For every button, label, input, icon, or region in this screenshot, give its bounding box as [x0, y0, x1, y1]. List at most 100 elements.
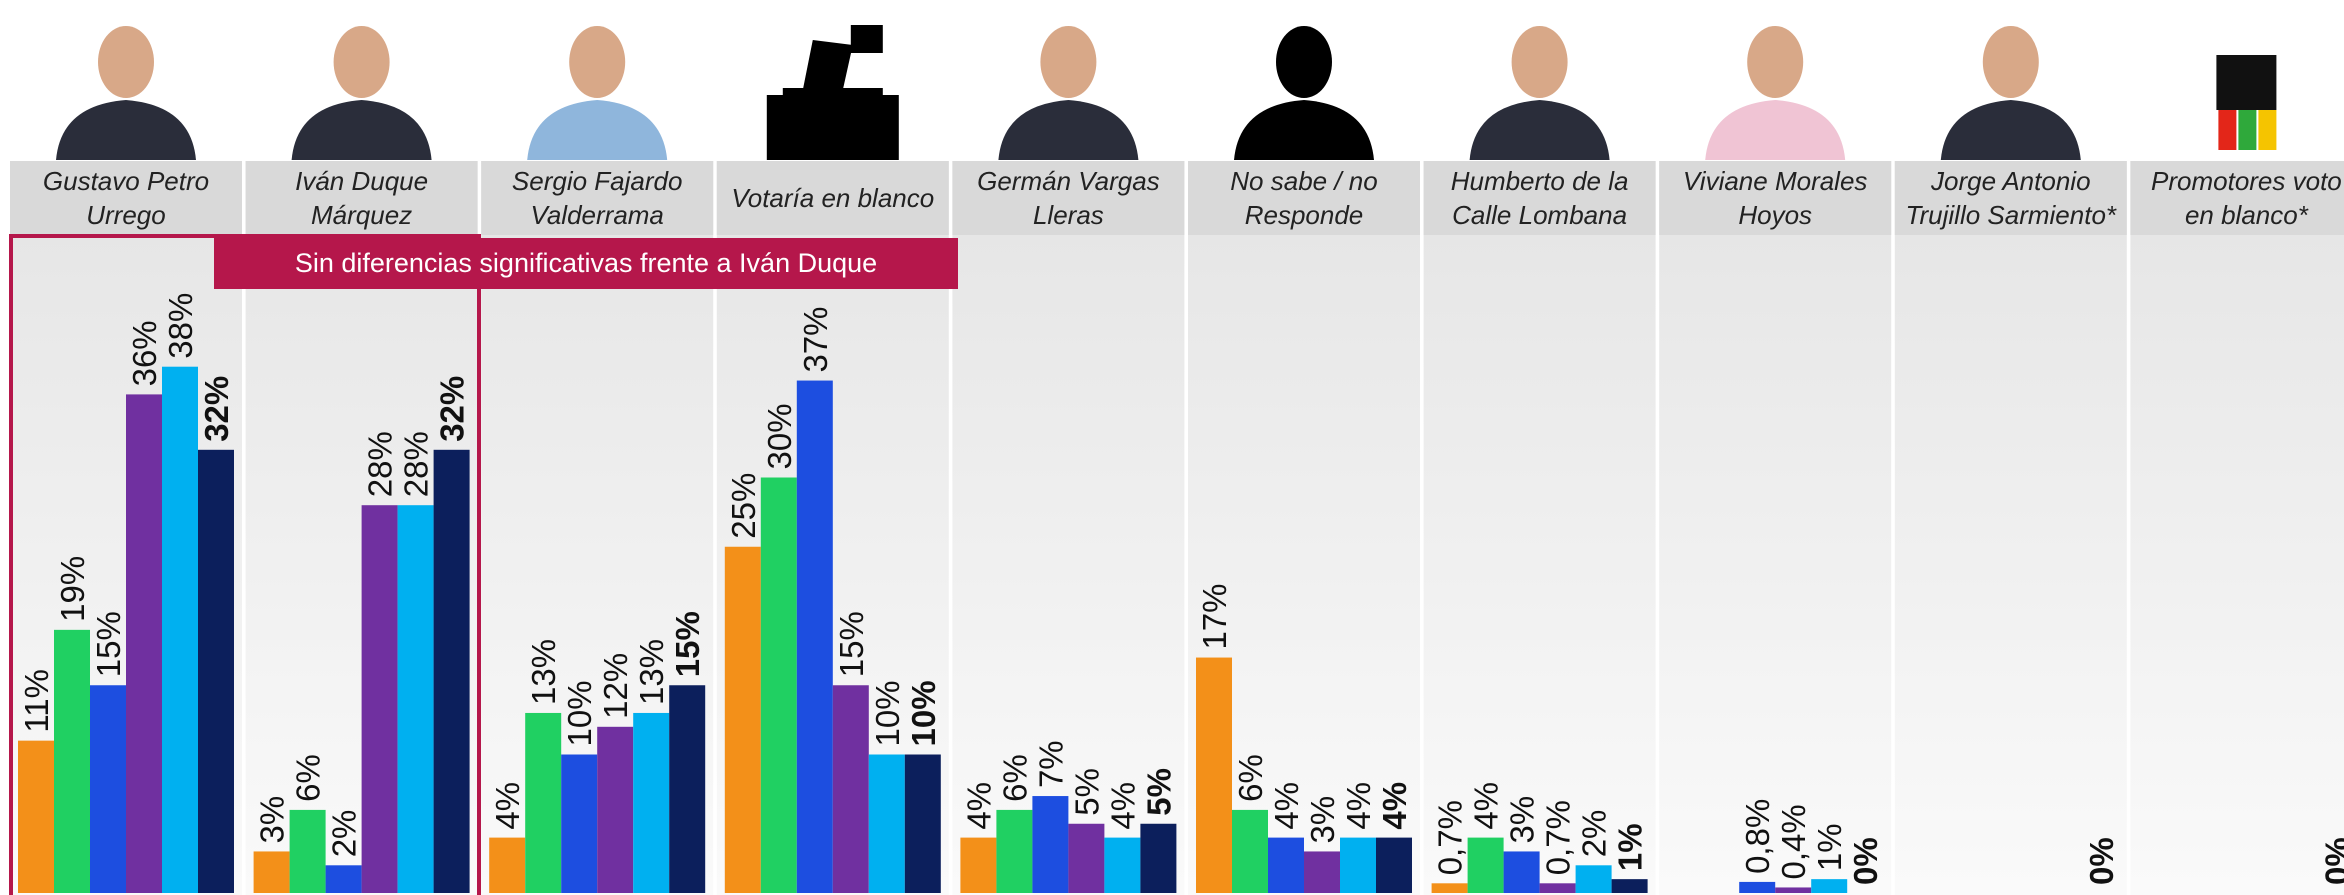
- portrait-head: [98, 26, 154, 98]
- value-label: 6%: [1232, 754, 1269, 802]
- bar: [1140, 824, 1176, 893]
- column-background: [1659, 161, 1891, 895]
- portrait-body: [1705, 100, 1845, 160]
- column-background: [1424, 161, 1656, 895]
- value-label: 32%: [434, 376, 471, 442]
- category-label: Viviane Morales Hoyos: [1659, 161, 1891, 235]
- column-background: [1895, 161, 2127, 895]
- value-label: 36%: [126, 320, 163, 386]
- value-label: 2%: [1576, 810, 1613, 858]
- category-label: Iván Duque Márquez: [246, 161, 478, 235]
- value-label: 7%: [1032, 740, 1069, 788]
- value-label: 0%: [2318, 837, 2344, 885]
- portrait-body: [527, 100, 667, 160]
- value-label: 32%: [198, 376, 235, 442]
- value-label: 4%: [489, 782, 526, 830]
- bar: [90, 685, 126, 893]
- portrait-body: [292, 100, 432, 160]
- bar: [1540, 883, 1576, 893]
- bar: [1032, 796, 1068, 893]
- bar: [162, 367, 198, 893]
- value-label: 1%: [1811, 823, 1848, 871]
- portrait-head: [569, 26, 625, 98]
- value-label: 15%: [669, 611, 706, 677]
- value-label: 4%: [1268, 782, 1305, 830]
- bar: [254, 851, 290, 893]
- bar: [489, 838, 525, 893]
- chart-svg: 11%3%4%25%4%17%0,7%19%6%13%30%6%6%4%15%2…: [0, 0, 2344, 895]
- bar: [1576, 865, 1612, 893]
- portrait-body: [56, 100, 196, 160]
- bar: [1432, 883, 1468, 893]
- value-label: 1%: [1612, 823, 1649, 871]
- value-label: 10%: [869, 680, 906, 746]
- bar: [434, 450, 470, 893]
- bar: [725, 547, 761, 893]
- bar: [126, 394, 162, 893]
- value-label: 3%: [1304, 796, 1341, 844]
- bar: [1612, 879, 1648, 893]
- portrait-head: [1983, 26, 2039, 98]
- annotation: Sin diferencias significativas frente a …: [214, 238, 958, 289]
- value-label: 5%: [1068, 768, 1105, 816]
- bar: [362, 505, 398, 893]
- value-label: 0,7%: [1540, 800, 1577, 875]
- portrait-head: [1747, 26, 1803, 98]
- ballot-paper: [851, 25, 883, 53]
- category-label: Gustavo Petro Urrego: [10, 161, 242, 235]
- category-label: Humberto de la Calle Lombana: [1424, 161, 1656, 235]
- value-label: 4%: [1104, 782, 1141, 830]
- bar: [597, 727, 633, 893]
- bar: [525, 713, 561, 893]
- bar: [1340, 838, 1376, 893]
- bar: [561, 755, 597, 894]
- category-label: Votaría en blanco: [717, 161, 949, 235]
- bar: [1068, 824, 1104, 893]
- value-label: 0,4%: [1775, 804, 1812, 879]
- value-label: 28%: [398, 431, 435, 497]
- portrait-body: [1470, 100, 1610, 160]
- bar: [1811, 879, 1847, 893]
- value-label: 11%: [18, 669, 55, 733]
- value-label: 38%: [162, 293, 199, 359]
- bar: [54, 630, 90, 893]
- bar: [797, 381, 833, 893]
- category-label: No sabe / no Responde: [1188, 161, 1420, 235]
- category-label: Germán Vargas Lleras: [952, 161, 1184, 235]
- value-label: 0,7%: [1432, 800, 1469, 875]
- logo-fist: [2216, 55, 2276, 110]
- logo-green: [2238, 110, 2256, 150]
- bar: [1376, 838, 1412, 893]
- category-label: Jorge Antonio Trujillo Sarmiento*: [1895, 161, 2127, 235]
- bar: [198, 450, 234, 893]
- bar: [1468, 838, 1504, 893]
- value-label: 0,8%: [1739, 799, 1776, 874]
- value-label: 6%: [290, 754, 327, 802]
- portrait-head: [334, 26, 390, 98]
- value-label: 4%: [1376, 782, 1413, 830]
- bar: [1268, 838, 1304, 893]
- ballot-hand: [803, 40, 853, 90]
- portrait-head: [1040, 26, 1096, 98]
- bar: [398, 505, 434, 893]
- value-label: 2%: [326, 810, 363, 858]
- bar: [761, 478, 797, 894]
- bar: [833, 685, 869, 893]
- value-label: 25%: [725, 473, 762, 539]
- value-label: 15%: [90, 611, 127, 677]
- bar: [1196, 658, 1232, 893]
- bar: [960, 838, 996, 893]
- bar: [1739, 882, 1775, 893]
- portrait-body: [1234, 100, 1374, 160]
- bar: [18, 741, 54, 893]
- value-label: 0%: [2083, 837, 2120, 885]
- bar: [905, 755, 941, 894]
- bar: [1504, 851, 1540, 893]
- value-label: 3%: [1504, 796, 1541, 844]
- value-label: 4%: [1468, 782, 1505, 830]
- value-label: 17%: [1196, 583, 1233, 649]
- bar: [1232, 810, 1268, 893]
- chart: 11%3%4%25%4%17%0,7%19%6%13%30%6%6%4%15%2…: [0, 0, 2344, 895]
- bar: [869, 755, 905, 894]
- portrait-head: [1512, 26, 1568, 98]
